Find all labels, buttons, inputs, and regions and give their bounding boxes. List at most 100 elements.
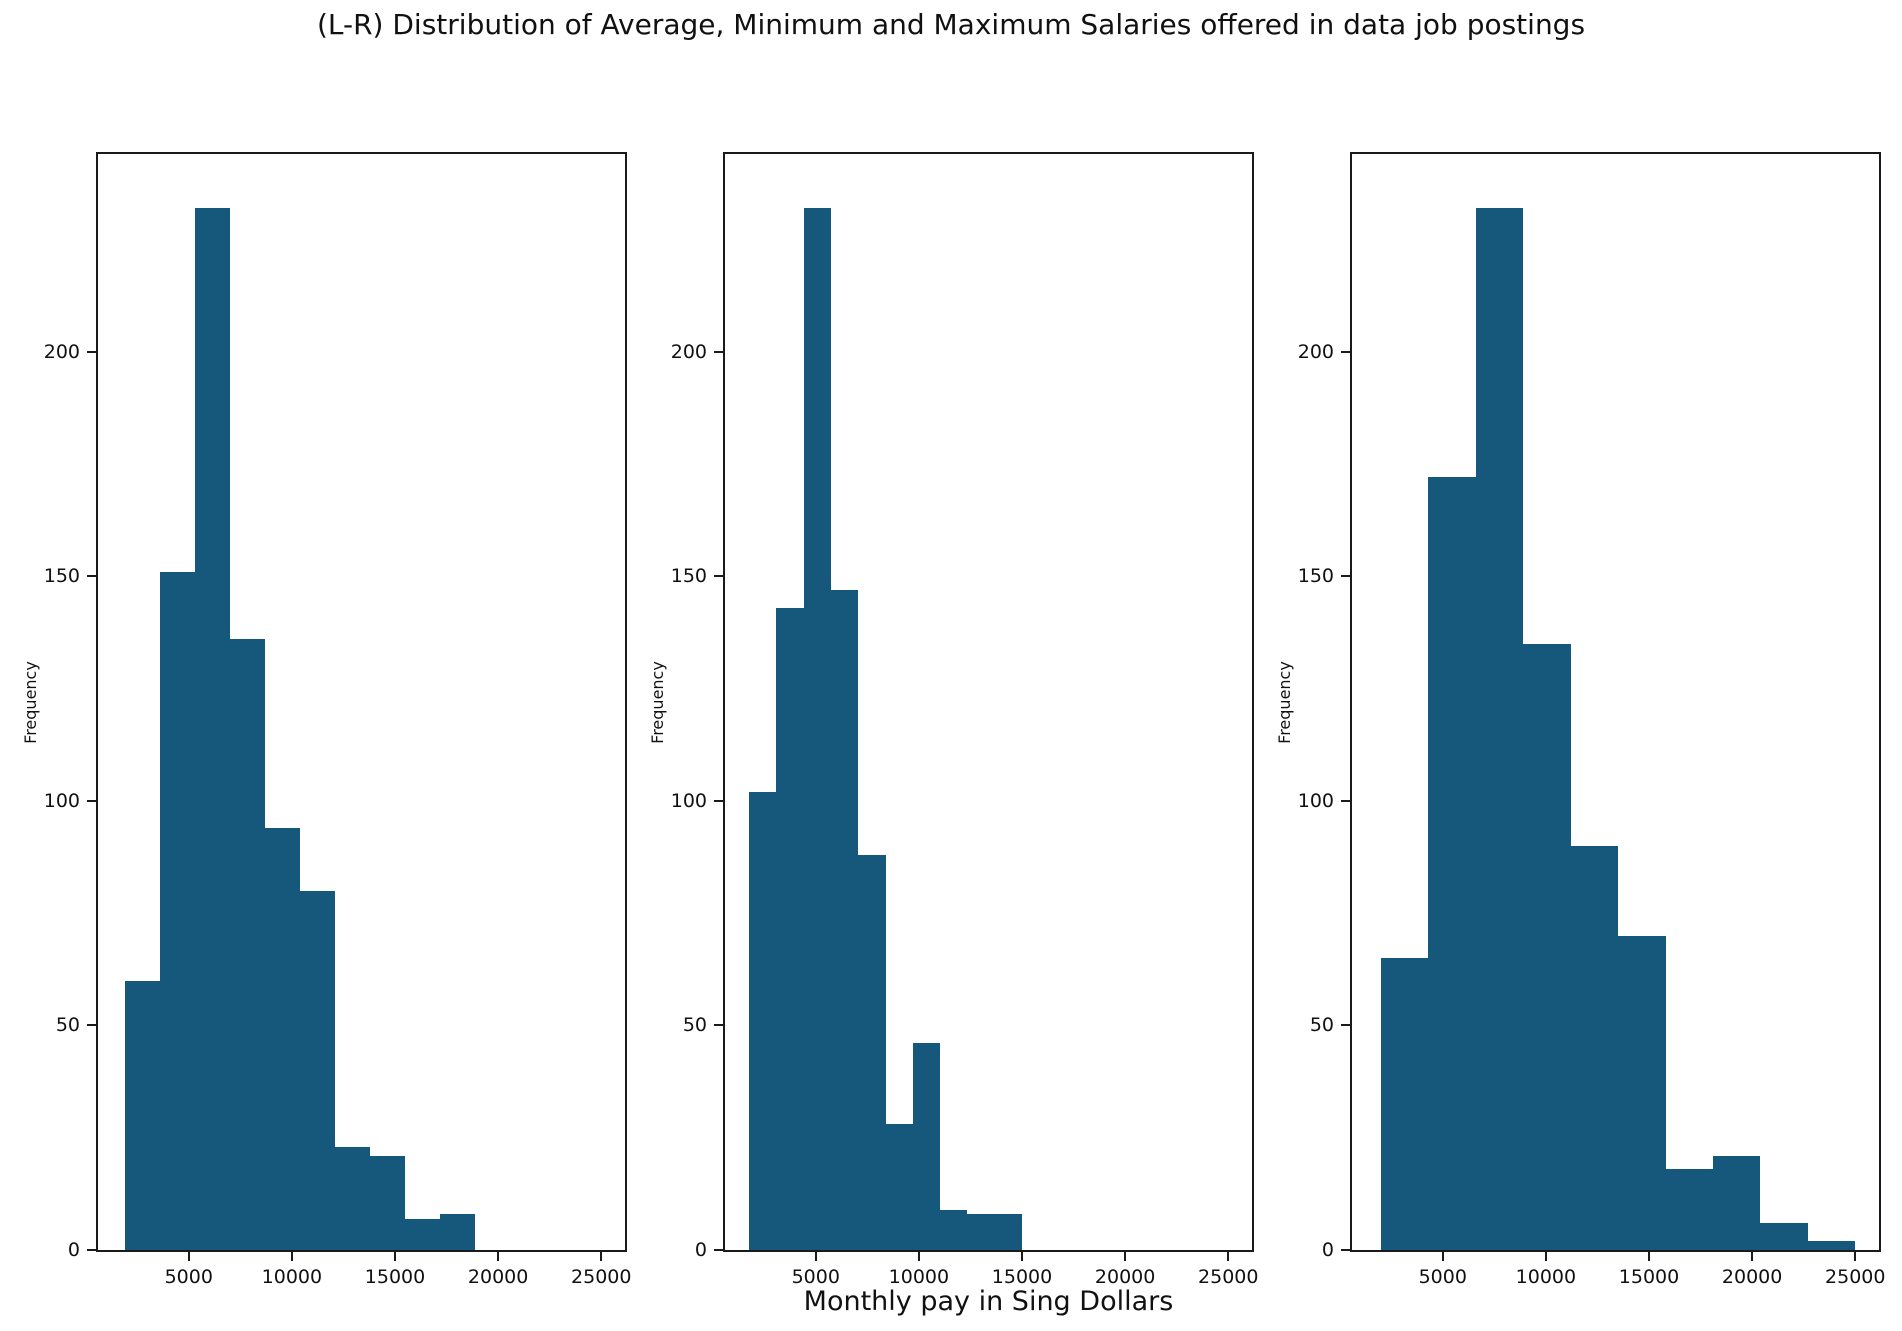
y-tick-label: 150 [670,565,707,588]
x-tick-label: 20000 [1094,1266,1156,1288]
y-axis-label-text: Frequency [20,660,40,744]
x-tick-label: 20000 [1721,1266,1783,1288]
figure-title: (L-R) Distribution of Average, Minimum a… [316,8,1586,41]
x-tick-mark [814,1252,817,1261]
y-tick-label: 50 [55,1014,80,1037]
histogram-bar [159,571,195,1250]
y-tick-label: 50 [682,1014,707,1037]
histogram-bar [264,827,300,1250]
x-tick-mark [497,1252,500,1261]
histogram-bar [940,1209,968,1250]
histogram-bar [885,1124,913,1250]
y-tick-mark [1341,1024,1350,1027]
y-tick-label: 0 [67,1239,80,1261]
histogram-bar [1380,958,1429,1250]
y-tick-mark [714,1024,723,1027]
y-tick-label: 0 [1321,1239,1334,1261]
x-axis-label: Monthly pay in Sing Dollars [803,1286,1174,1317]
histogram-bar [1618,935,1666,1250]
y-tick-mark [714,1249,723,1251]
plot-area-maximum-salary [1350,152,1881,1252]
x-tick-mark [1751,1252,1754,1261]
x-tick-label: 20000 [467,1266,529,1288]
histogram-bar [1523,643,1571,1250]
y-axis-label-text: Frequency [647,660,667,744]
y-tick-label: 150 [43,565,80,588]
x-tick-mark [394,1252,397,1261]
histogram-bar [749,791,777,1250]
y-tick-mark [714,350,723,353]
y-tick-mark [87,350,96,353]
y-axis-label: Frequency [647,154,667,1250]
x-tick-mark [1021,1252,1024,1261]
x-tick-label: 10000 [261,1266,323,1288]
plot-area-average-salary [96,152,627,1252]
x-tick-label: 15000 [991,1266,1053,1288]
plot-area-minimum-salary [723,152,1254,1252]
histogram-bar [299,890,335,1250]
y-tick-label: 100 [43,789,80,812]
histogram-bar [1665,1169,1713,1250]
histogram-bar [994,1214,1022,1250]
y-tick-label: 100 [1297,789,1334,812]
x-tick-mark [1441,1252,1444,1261]
histogram-bar [967,1214,995,1250]
x-tick-mark [1124,1252,1127,1261]
x-tick-label: 15000 [364,1266,426,1288]
subplot-minimum-salary: 5000 10000 15000 20000 25000 0 50 100 150 200 Freq… [648,152,1258,1288]
histogram-bar [369,1155,405,1250]
histogram-bar [404,1218,440,1250]
x-tick-label: 15000 [1618,1266,1680,1288]
histogram-bar [912,1043,941,1250]
x-tick-label: 5000 [791,1266,840,1288]
y-tick-label: 0 [694,1239,707,1261]
histogram-bar [1807,1241,1856,1250]
histogram-bar [1760,1223,1808,1250]
y-tick-label: 150 [1297,565,1334,588]
y-tick-label: 200 [1297,340,1334,363]
x-tick-label: 25000 [1198,1266,1259,1288]
x-tick-label: 25000 [571,1266,632,1288]
histogram-bar [776,607,804,1250]
histogram-bar [334,1146,370,1250]
histogram-bar [858,854,886,1250]
histogram-bar [1712,1155,1761,1250]
x-tick-mark [187,1252,190,1261]
y-tick-label: 50 [1309,1014,1334,1037]
y-axis-label: Frequency [20,154,40,1250]
histogram-bar [1428,477,1476,1250]
x-tick-label: 5000 [1418,1266,1467,1288]
x-tick-mark [600,1252,603,1261]
histogram-bar [229,639,265,1250]
histogram-bar [830,589,859,1250]
y-tick-label: 200 [670,340,707,363]
histogram-bar [1475,207,1524,1250]
x-tick-mark [290,1252,293,1261]
subplot-maximum-salary: 5000 10000 15000 20000 25000 0 50 100 150 200 Freq… [1275,152,1885,1288]
y-axis-label-text: Frequency [1274,660,1294,744]
subplot-average-salary: 5000 10000 15000 20000 25000 0 50 100 150 200 Freq… [21,152,631,1288]
x-tick-mark [1648,1252,1651,1261]
y-tick-mark [1341,799,1350,802]
x-tick-label: 10000 [888,1266,950,1288]
x-tick-label: 5000 [164,1266,213,1288]
histogram-bar [803,207,831,1250]
y-tick-mark [1341,575,1350,578]
x-tick-mark [1854,1252,1857,1261]
y-tick-mark [87,575,96,578]
y-tick-label: 100 [670,789,707,812]
x-tick-mark [1227,1252,1230,1261]
y-tick-mark [714,799,723,802]
x-tick-label: 25000 [1825,1266,1886,1288]
y-tick-mark [714,575,723,578]
histogram-bar [439,1214,475,1250]
y-tick-mark [87,799,96,802]
x-tick-label: 10000 [1515,1266,1577,1288]
y-tick-mark [1341,1249,1350,1251]
y-tick-mark [87,1024,96,1027]
y-tick-mark [87,1249,96,1251]
y-tick-label: 200 [43,340,80,363]
histogram-bar [194,207,230,1250]
y-tick-mark [1341,350,1350,353]
